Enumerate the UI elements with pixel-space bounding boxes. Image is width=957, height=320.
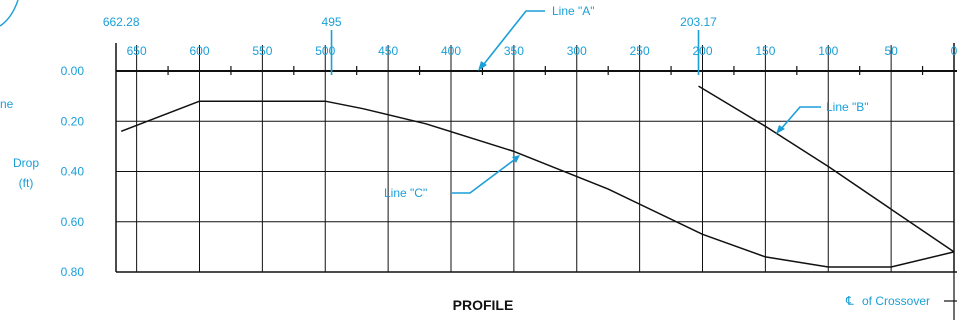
marker-203-17-label: 203.17 [680, 15, 717, 29]
x-tick-label: 0 [951, 44, 957, 58]
line-a-leader [478, 10, 545, 71]
grid [116, 71, 954, 272]
ylabel-line-2: (ft) [19, 176, 34, 190]
y-tick-label: 0.60 [61, 215, 85, 229]
line-b-series [698, 85, 955, 253]
x-tick-label: 600 [189, 44, 209, 58]
marker-662-28-label: 662.28 [103, 15, 140, 29]
top-markers: 662.28 495 203.17 [103, 15, 717, 75]
x-tick-label: 650 [127, 44, 147, 58]
x-tick-label: 100 [818, 44, 838, 58]
y-tick-label: 0.40 [61, 165, 85, 179]
x-tick-label: 550 [252, 44, 272, 58]
x-tick-label: 200 [692, 44, 712, 58]
x-tick-label: 450 [378, 44, 398, 58]
ylabel-line-1: Drop [13, 156, 39, 170]
x-tick-label: 150 [755, 44, 775, 58]
centerline-symbol: ℄ [845, 294, 854, 308]
line-c-leader [452, 155, 520, 194]
y-tick-labels: 0.00 0.20 0.40 0.60 0.80 [61, 64, 85, 279]
y-tick-label: 0.80 [61, 265, 85, 279]
crossover-label: of Crossover [862, 294, 930, 308]
x-tick-label: 250 [630, 44, 650, 58]
x-tick-labels: 650 600 550 500 450 400 350 300 250 200 150 100 50 0 [127, 44, 957, 58]
line-b-label: Line "B" [826, 100, 869, 114]
y-tick-label: 0.20 [61, 114, 85, 128]
line-a-label: Line "A" [552, 4, 595, 18]
x-tick-label: 350 [504, 44, 524, 58]
x-tick-label: 400 [441, 44, 461, 58]
y-tick-label: 0.00 [61, 64, 85, 78]
ylabel-fragment: ne [0, 97, 14, 111]
line-b-leader [776, 106, 821, 134]
crossover-leader [944, 272, 957, 320]
x-tick-label: 50 [884, 44, 898, 58]
x-tick-marks [136, 45, 955, 75]
chart-title: PROFILE [453, 297, 514, 313]
x-tick-label: 300 [567, 44, 587, 58]
line-c-series [120, 100, 955, 268]
line-c-label: Line "C" [384, 186, 427, 200]
x-tick-label: 500 [315, 44, 335, 58]
series-group [120, 85, 955, 268]
marker-495-label: 495 [322, 15, 342, 29]
corner-circle-arc [0, 0, 19, 27]
